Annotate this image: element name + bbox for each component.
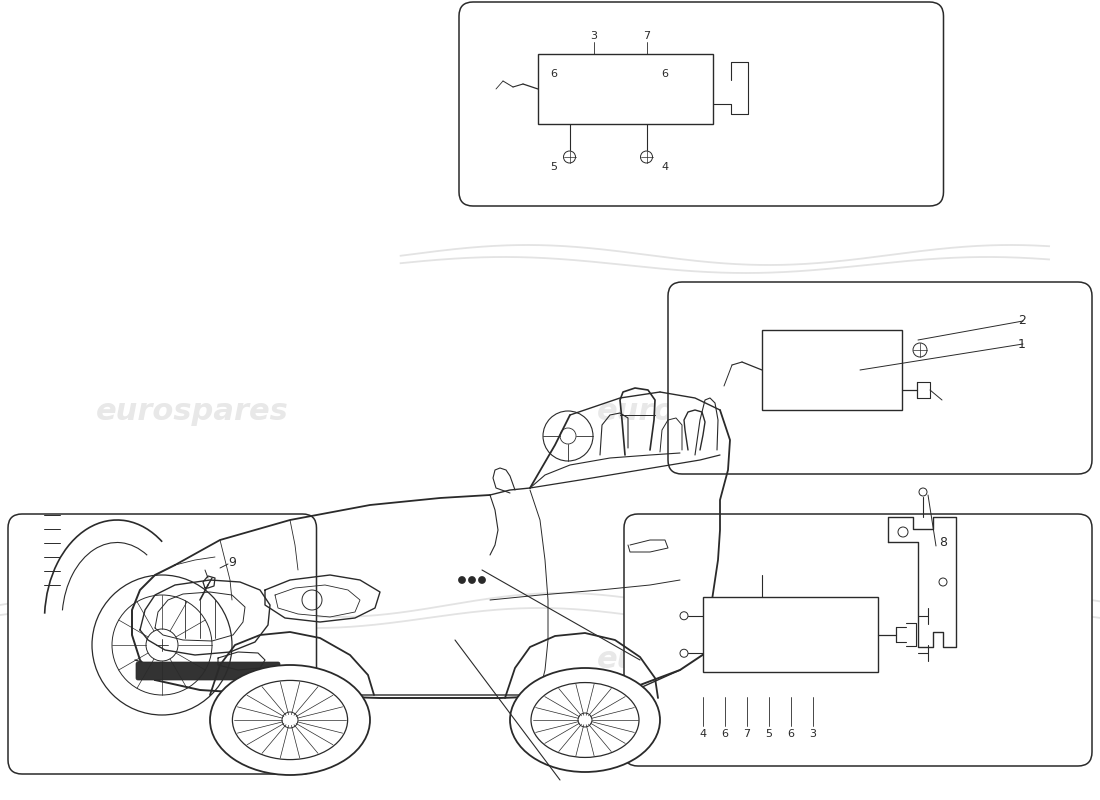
Text: 6: 6	[661, 69, 669, 79]
Ellipse shape	[232, 680, 348, 760]
Text: 5: 5	[550, 162, 558, 172]
Ellipse shape	[210, 665, 370, 775]
Bar	[538, 54, 713, 124]
Text: 7: 7	[744, 729, 750, 739]
Text: 4: 4	[700, 729, 706, 739]
FancyBboxPatch shape	[8, 514, 317, 774]
Text: eurospares: eurospares	[96, 646, 289, 674]
Text: eurospares: eurospares	[96, 398, 289, 426]
Text: 2: 2	[1018, 314, 1026, 327]
Text: eurospares: eurospares	[596, 646, 790, 674]
FancyBboxPatch shape	[624, 514, 1092, 766]
Text: 3: 3	[810, 729, 816, 739]
Text: 9: 9	[228, 555, 235, 569]
Text: 4: 4	[661, 162, 669, 172]
Text: 1: 1	[1018, 338, 1026, 350]
Text: eurospares: eurospares	[596, 398, 790, 426]
Text: 8: 8	[939, 537, 947, 550]
Text: 7: 7	[642, 31, 650, 41]
FancyBboxPatch shape	[136, 662, 280, 680]
Circle shape	[459, 577, 465, 583]
Circle shape	[478, 577, 485, 583]
FancyBboxPatch shape	[459, 2, 944, 206]
Text: 6: 6	[550, 69, 558, 79]
Text: 6: 6	[788, 729, 794, 739]
Bar	[703, 597, 878, 672]
Text: 5: 5	[766, 729, 772, 739]
Text: 3: 3	[591, 31, 597, 41]
Ellipse shape	[510, 668, 660, 772]
Ellipse shape	[531, 682, 639, 758]
Circle shape	[469, 577, 475, 583]
FancyBboxPatch shape	[668, 282, 1092, 474]
Bar	[762, 330, 902, 410]
Text: 6: 6	[722, 729, 728, 739]
